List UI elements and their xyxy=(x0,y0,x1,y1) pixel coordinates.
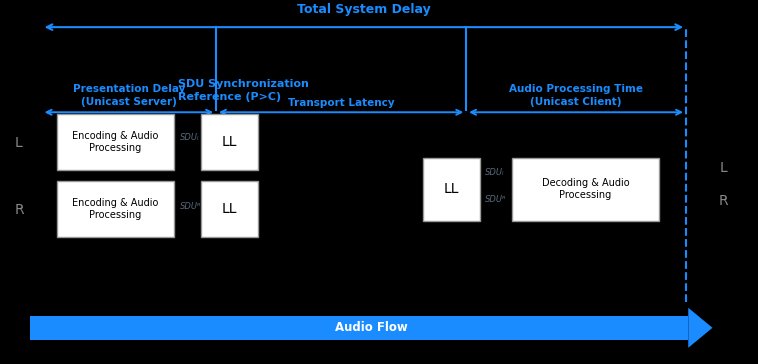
Bar xyxy=(512,158,659,221)
Bar xyxy=(30,316,688,340)
Bar xyxy=(57,114,174,170)
Text: Total System Delay: Total System Delay xyxy=(297,3,431,16)
Text: SDUᴿ: SDUᴿ xyxy=(485,195,507,204)
Text: Presentation Delay
(Unicast Server): Presentation Delay (Unicast Server) xyxy=(73,84,185,107)
Text: Encoding & Audio
Processing: Encoding & Audio Processing xyxy=(73,131,158,153)
Text: Audio Processing Time
(Unicast Client): Audio Processing Time (Unicast Client) xyxy=(509,84,643,107)
Text: Transport Latency: Transport Latency xyxy=(288,98,394,108)
Text: L: L xyxy=(720,161,728,175)
Text: R: R xyxy=(14,203,23,217)
Bar xyxy=(201,181,258,237)
Text: LL: LL xyxy=(221,202,237,216)
Text: R: R xyxy=(719,194,728,208)
Text: Audio Flow: Audio Flow xyxy=(335,321,408,334)
Text: SDUₗ: SDUₗ xyxy=(180,133,200,142)
Text: SDUₗ: SDUₗ xyxy=(485,167,505,177)
Text: Encoding & Audio
Processing: Encoding & Audio Processing xyxy=(73,198,158,220)
Text: LL: LL xyxy=(443,182,459,196)
Bar xyxy=(57,181,174,237)
Polygon shape xyxy=(688,308,713,348)
Text: Decoding & Audio
Processing: Decoding & Audio Processing xyxy=(542,178,629,201)
Text: LL: LL xyxy=(221,135,237,149)
Bar xyxy=(423,158,480,221)
Text: SDU Synchronization
Reference (P>C): SDU Synchronization Reference (P>C) xyxy=(178,79,309,102)
Text: SDUᴿ: SDUᴿ xyxy=(180,202,202,211)
Text: L: L xyxy=(15,136,23,150)
Bar xyxy=(201,114,258,170)
